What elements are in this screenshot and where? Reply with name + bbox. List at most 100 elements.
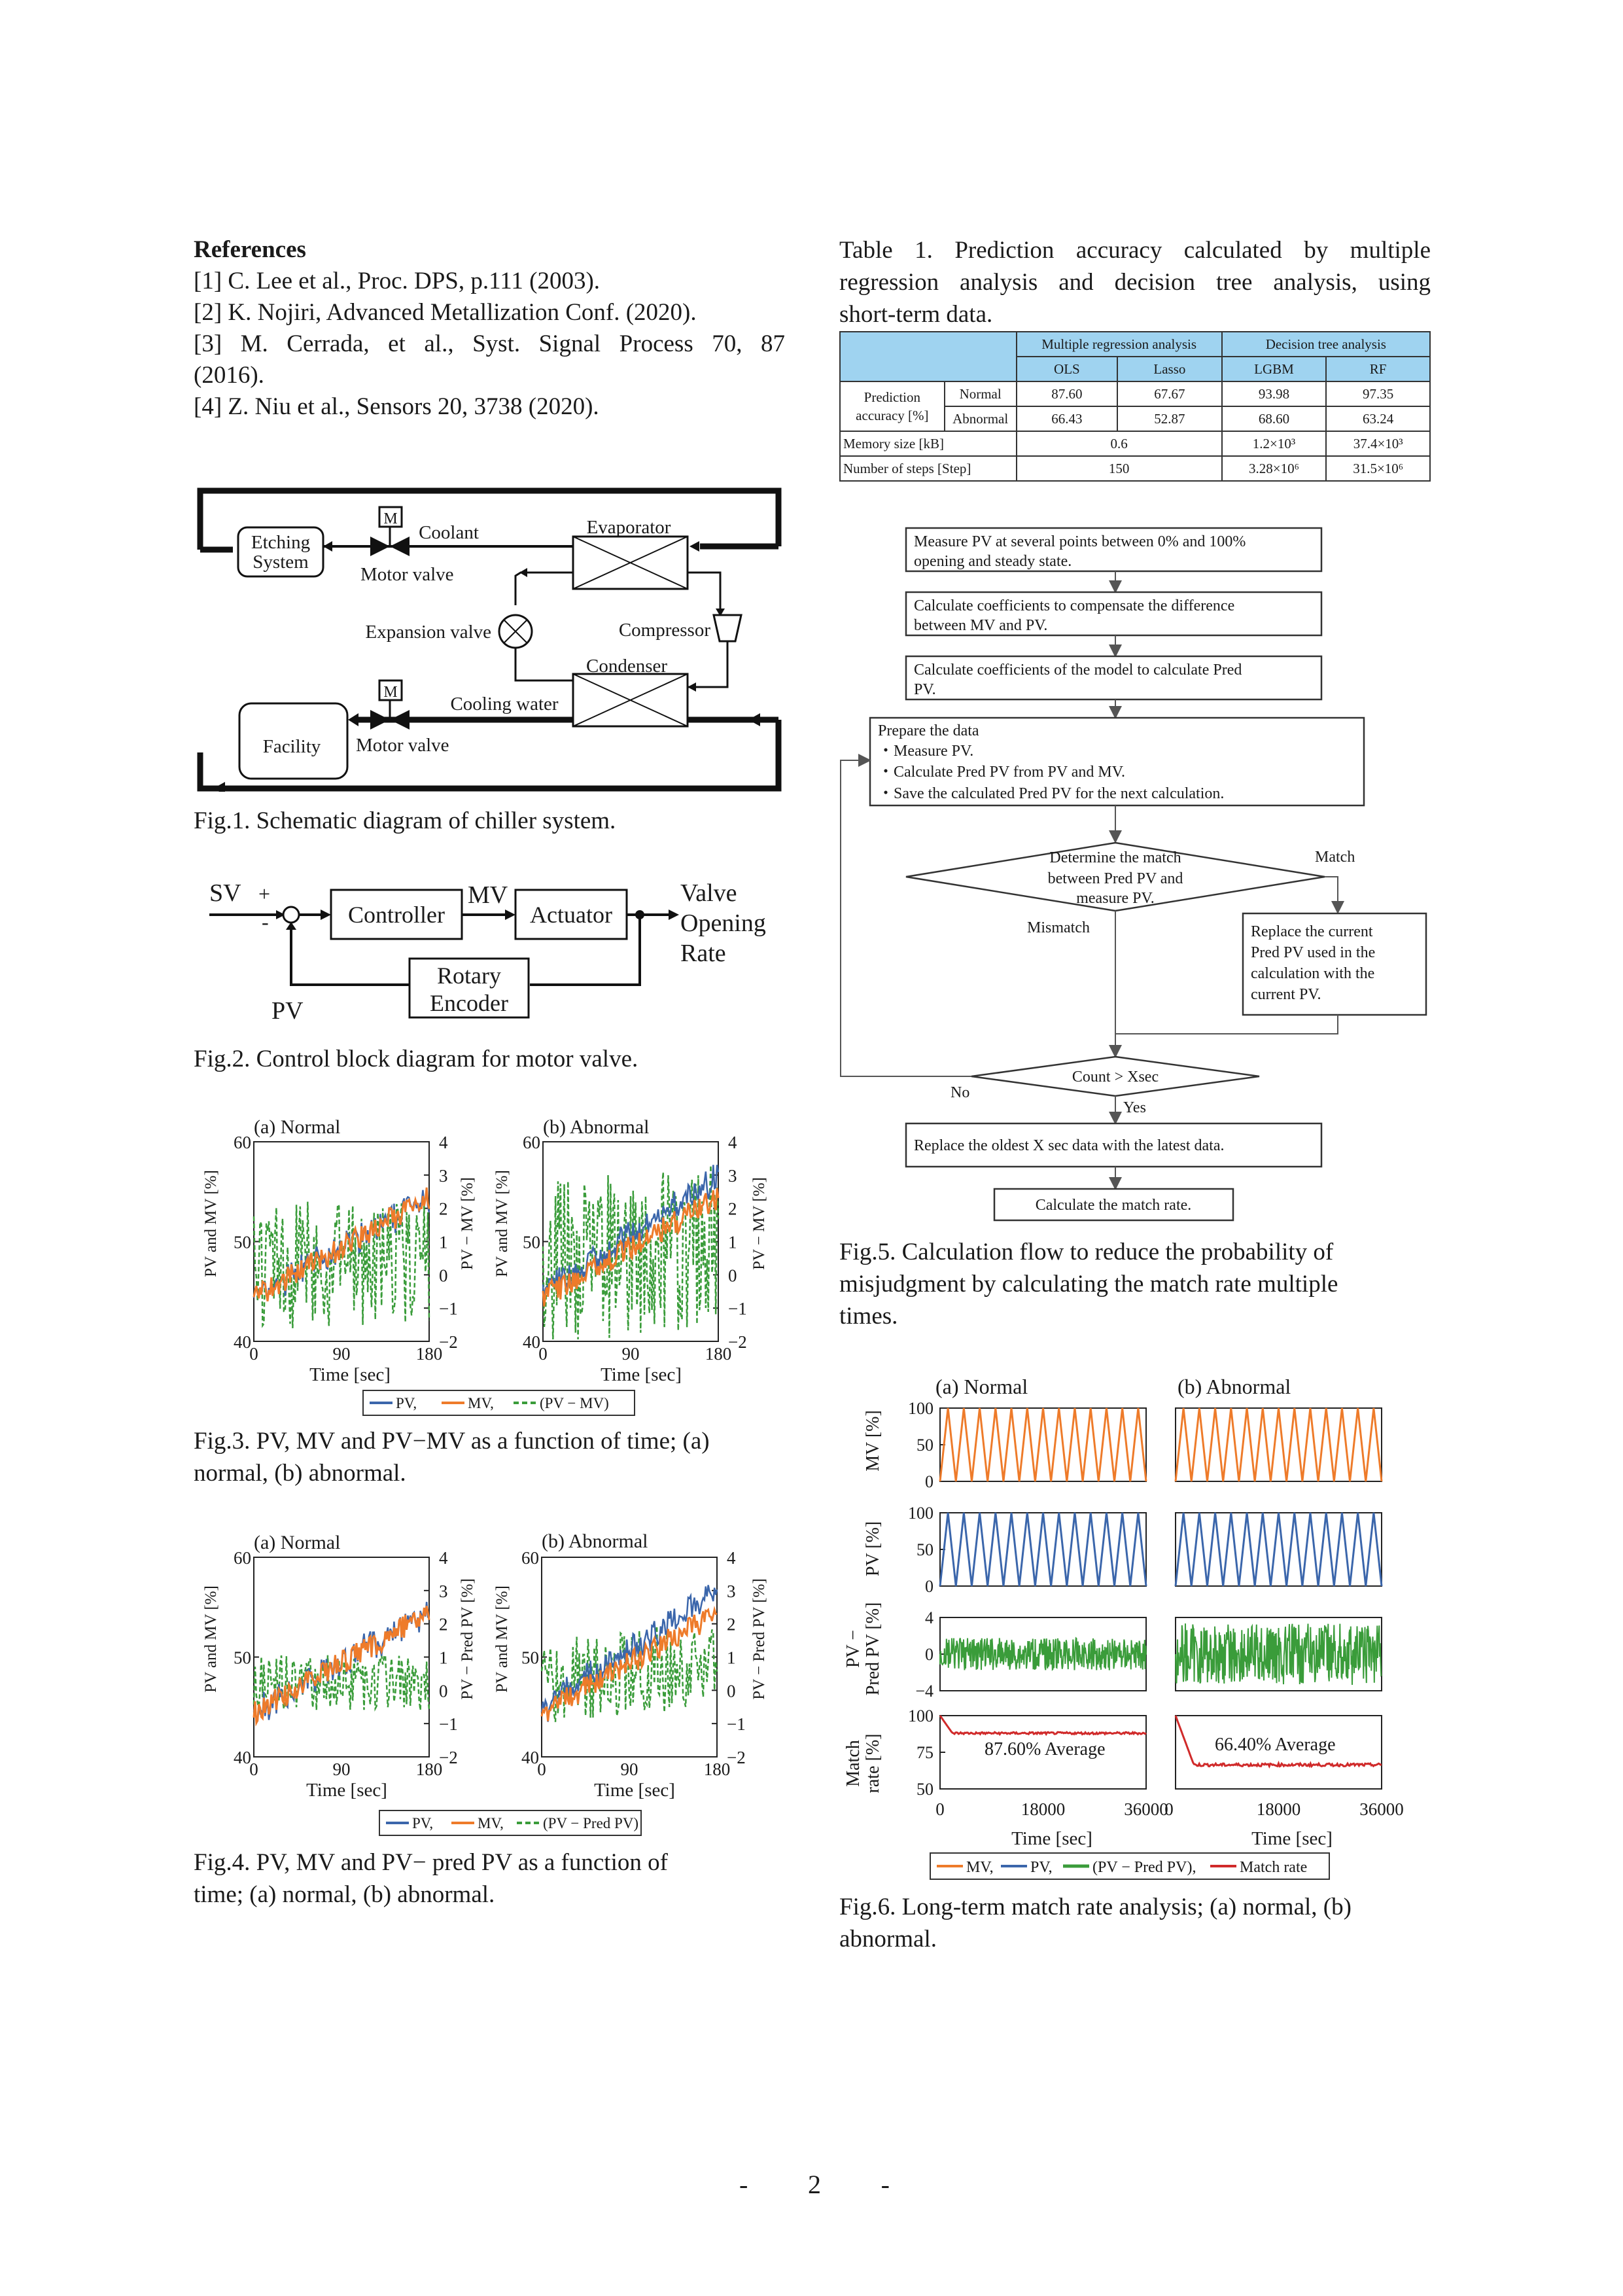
fig2-control-block-diagram: SV + - Controller MV Actuator Valve Open…: [209, 879, 766, 1025]
x-label: Time [sec]: [1251, 1828, 1333, 1849]
x-tick: 18000: [1021, 1799, 1066, 1819]
average-label: 66.40% Average: [1215, 1735, 1336, 1755]
plot-frame: [1175, 1715, 1382, 1790]
mv-series: [1174, 1407, 1383, 1482]
panel-b-title: (b) Abnormal: [543, 1116, 649, 1138]
facility-label: Facility: [263, 736, 321, 757]
row-label: Number of steps [Step]: [839, 455, 1017, 482]
fig4-legend: PV, MV, (PV − Pred PV): [379, 1810, 642, 1836]
plot-frame: [1175, 1512, 1382, 1587]
match-rate-series: [1174, 1715, 1382, 1769]
plot-panel-pv: [1174, 1512, 1383, 1587]
y-tick: −4: [915, 1682, 934, 1701]
y-tick: 2: [439, 1615, 448, 1634]
flow-text: opening and steady state.: [914, 553, 1072, 570]
row-label-line: accuracy [%]: [856, 408, 929, 423]
x-label: Time [sec]: [1011, 1828, 1092, 1849]
flow-text: Count > Xsec: [1072, 1069, 1159, 1086]
flow-text: ・Calculate Pred PV from PV and MV.: [878, 764, 1125, 781]
y-right-label: PV − Pred PV [%]: [459, 1578, 476, 1699]
x-tick: 180: [416, 1759, 443, 1779]
y-tick: 50: [234, 1648, 251, 1668]
y-tick: 0: [925, 1645, 934, 1664]
fig3-chart: (a) Normal (b) Abnormal PV and MV [%] PV…: [202, 1116, 768, 1416]
reference-item: [1] C. Lee et al., Proc. DPS, p.111 (200…: [194, 268, 601, 294]
flow-step-3: [905, 655, 1323, 701]
plot-frame: [939, 1512, 1147, 1587]
x-tick: 36000: [1359, 1799, 1404, 1819]
row-label-line: Prediction: [864, 389, 920, 405]
legend-pv: PV,: [1030, 1859, 1053, 1876]
y-tick: 4: [925, 1608, 934, 1627]
coolant-label: Coolant: [419, 522, 479, 543]
reference-item: [3] M. Cerrada, et al., Syst. Signal Pro…: [194, 330, 785, 357]
y-tick: 1: [728, 1233, 737, 1252]
flow-step-4: [869, 716, 1365, 807]
panel-a-title: (a) Normal: [935, 1375, 1028, 1398]
flow-text: ・Save the calculated Pred PV for the nex…: [878, 785, 1224, 802]
references-title: References: [194, 236, 306, 263]
y-tick: 50: [916, 1540, 934, 1559]
plot-panel-mv: [1174, 1407, 1383, 1482]
compressor-icon: [712, 614, 742, 643]
mv-series: [542, 1188, 720, 1307]
y-left-label: PV and MV [%]: [493, 1170, 511, 1277]
plot-panel-diff: 4 0 −4: [915, 1608, 1147, 1701]
x-tick: 0: [537, 1759, 546, 1779]
plot-panel: 60 50 40 4 3 2 1 0 −1 −2 0 90 180: [234, 1548, 458, 1779]
table-cell: 0.6: [1015, 431, 1223, 457]
expansion-valve-label: Expansion valve: [366, 622, 491, 643]
y-tick: 3: [439, 1166, 448, 1186]
fig5-flowchart: Measure PV at several points between 0% …: [840, 527, 1427, 1222]
y-tick: −2: [439, 1332, 458, 1352]
y-tick: 4: [439, 1548, 448, 1568]
y-left-label: PV and MV [%]: [493, 1585, 511, 1693]
flow-step-1: [905, 527, 1323, 573]
table1-caption: Table 1. Prediction accuracy calculated …: [839, 234, 1431, 330]
legend-mv: MV,: [966, 1859, 994, 1876]
evaporator-label: Evaporator: [587, 517, 671, 538]
flow-text: current PV.: [1251, 986, 1321, 1003]
y-label-diff: Pred PV [%]: [863, 1602, 883, 1696]
pv-label: PV: [271, 997, 304, 1025]
y-tick: 2: [728, 1199, 737, 1219]
fig2-caption: Fig.2. Control block diagram for motor v…: [194, 1046, 638, 1072]
y-right-label: PV − Pred PV [%]: [750, 1578, 768, 1699]
caption-line: Fig.6. Long-term match rate analysis; (a…: [839, 1894, 1352, 1920]
flow-text: measure PV.: [1076, 890, 1155, 907]
flow-text: Calculate the match rate.: [1036, 1197, 1192, 1214]
caption-line: Fig.3. PV, MV and PV−MV as a function of…: [194, 1428, 710, 1455]
match-label: Match: [1315, 849, 1355, 866]
fig6-caption: Fig.6. Long-term match rate analysis; (a…: [839, 1891, 1352, 1955]
panel-a-title: (a) Normal: [254, 1116, 340, 1138]
table1-accuracy: Multiple regression analysis Decision tr…: [839, 331, 1431, 482]
y-tick: 0: [925, 1472, 934, 1491]
y-tick: −1: [439, 1299, 458, 1318]
flow-text: Measure PV at several points between 0% …: [914, 533, 1246, 550]
y-tick: 0: [727, 1681, 736, 1701]
panel-a-title: (a) Normal: [254, 1532, 340, 1553]
plot-panel-rate: 66.40% Average: [1174, 1715, 1382, 1790]
y-tick: 1: [439, 1648, 448, 1668]
fig4-chart: (a) Normal (b) Abnormal PV and MV [%] PV…: [202, 1530, 768, 1836]
flow-step-2: [905, 591, 1323, 637]
x-label: Time [sec]: [601, 1364, 682, 1385]
y-tick: 50: [523, 1233, 540, 1252]
actuator-block: [514, 889, 628, 940]
motor-valve-icon: M: [370, 506, 410, 556]
mv-series: [253, 1187, 430, 1301]
table-cell: 63.24: [1325, 406, 1431, 432]
x-label: Time [sec]: [594, 1780, 675, 1801]
fig5-caption: Fig.5. Calculation flow to reduce the pr…: [839, 1236, 1338, 1332]
y-tick: 0: [728, 1265, 737, 1285]
flow-text: Calculate coefficients to compensate the…: [914, 597, 1234, 614]
y-tick: 1: [727, 1648, 736, 1668]
y-tick: −2: [727, 1748, 746, 1767]
col-header: Lasso: [1117, 356, 1223, 382]
y-tick: −2: [439, 1748, 458, 1767]
page-number: 2: [808, 2170, 821, 2199]
x-tick: 0: [538, 1344, 548, 1364]
output-label: Opening: [680, 910, 766, 937]
caption-line: times.: [839, 1303, 898, 1330]
plot-panel: 60 50 40 4 3 2 1 0 −1 −2 0 90 180: [523, 1133, 747, 1364]
